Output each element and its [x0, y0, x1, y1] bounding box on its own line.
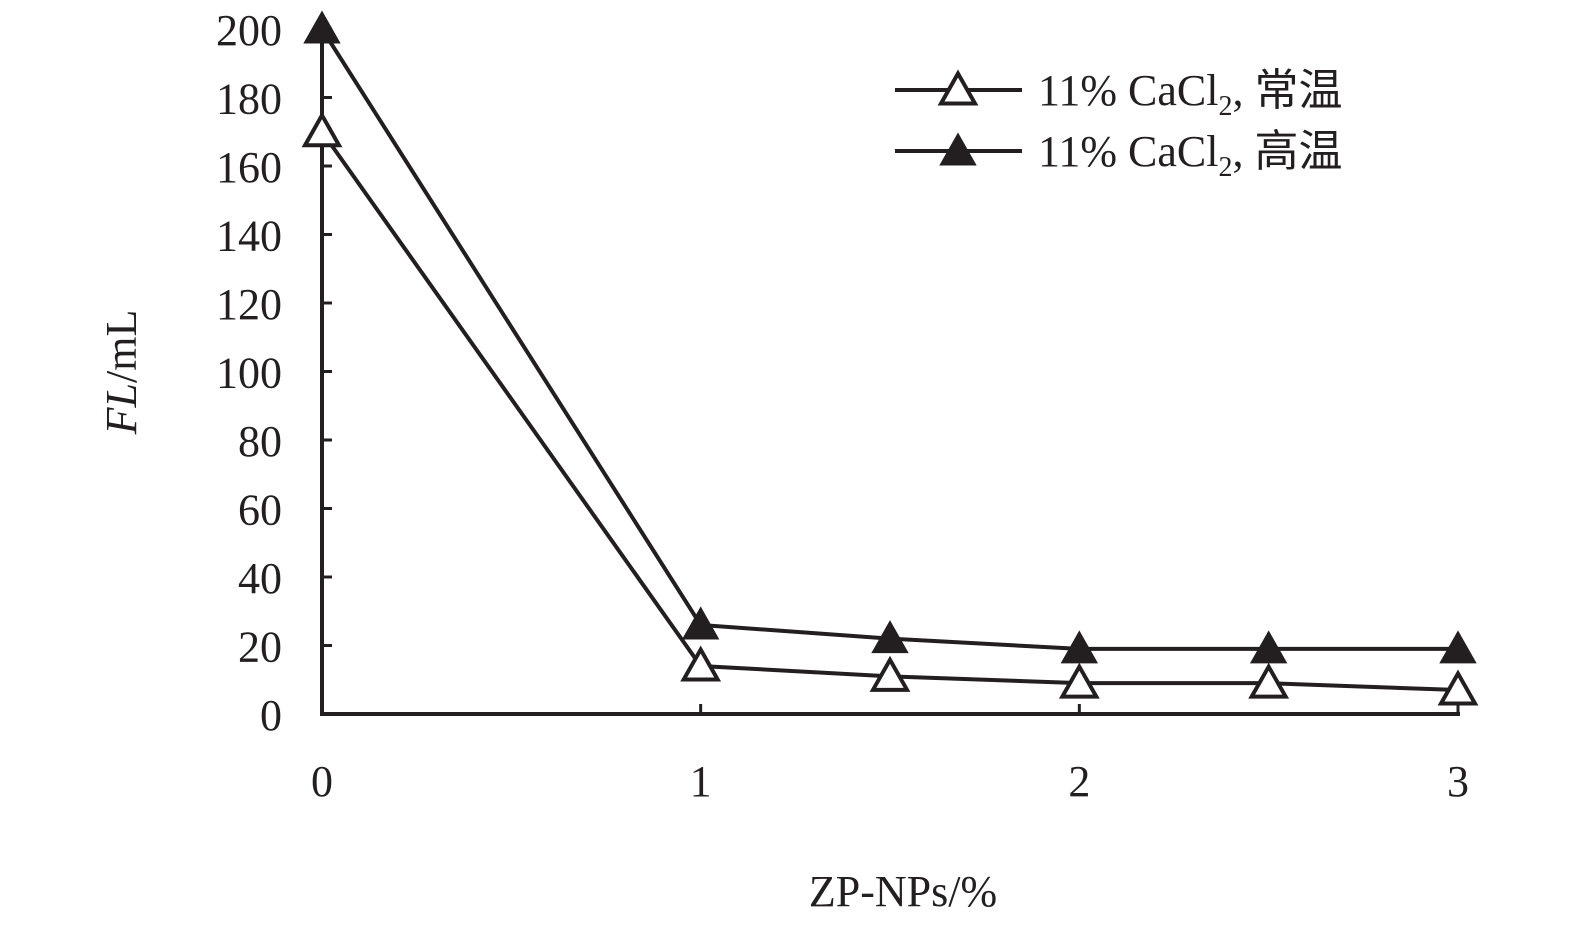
- series-2-line: [320, 27, 1458, 651]
- series-2-point: [303, 10, 341, 44]
- x-tick-label: 1: [690, 757, 712, 806]
- y-axis-title-symbol: FL: [97, 383, 146, 435]
- series-1-point: [680, 645, 722, 682]
- series-2-point: [681, 606, 720, 640]
- series-1-line: [320, 130, 1459, 693]
- legend-marker-1: [937, 69, 979, 106]
- x-tick-label: 2: [1068, 757, 1090, 806]
- series-2-point: [1439, 630, 1477, 664]
- legend-label-subscript: 2: [1218, 152, 1232, 183]
- x-tick-label: 3: [1447, 757, 1469, 806]
- series-1: [301, 111, 1479, 706]
- y-tick-label: 120: [216, 280, 282, 329]
- legend-label-text: 11% CaCl: [1038, 127, 1218, 176]
- series-1-point: [301, 111, 343, 148]
- x-axis-ticks: 0 1 2 3: [311, 704, 1469, 806]
- y-tick-label: 180: [216, 75, 282, 124]
- y-tick-label: 40: [238, 554, 282, 603]
- legend-label-2: 11% CaCl2, 高温: [1038, 127, 1342, 183]
- y-tick-label: 160: [216, 143, 282, 192]
- y-tick-label: 80: [238, 417, 282, 466]
- y-tick-label: 100: [216, 349, 282, 398]
- y-tick-label: 60: [238, 486, 282, 535]
- x-tick-label: 0: [311, 757, 333, 806]
- series-1-point: [869, 655, 911, 692]
- y-tick-label: 140: [216, 212, 282, 261]
- x-axis-title: ZP-NPs/%: [809, 867, 997, 916]
- y-tick-label: 200: [216, 6, 282, 55]
- series-2: [303, 10, 1477, 664]
- series-1-point: [1437, 669, 1479, 706]
- legend-label-text: 11% CaCl: [1038, 66, 1218, 115]
- legend-marker-2: [939, 132, 977, 166]
- y-axis-title-unit: /mL: [97, 310, 146, 383]
- legend-label-text: , 常温: [1232, 66, 1342, 115]
- y-tick-label: 20: [238, 623, 282, 672]
- series-2-point: [1249, 630, 1288, 664]
- series-1-point: [1248, 662, 1290, 699]
- series-1-point: [1058, 662, 1100, 699]
- y-axis-ticks: 0 20 40 60 80 100 120 140 160 180 200: [216, 6, 332, 740]
- y-tick-label: 0: [260, 691, 282, 740]
- y-axis-title: FL/mL: [97, 310, 146, 436]
- legend-label-subscript: 2: [1218, 91, 1232, 122]
- series-layer: [301, 10, 1479, 706]
- legend-label-text: , 高温: [1232, 127, 1342, 176]
- legend-label-1: 11% CaCl2, 常温: [1038, 66, 1342, 122]
- series-2-point: [1060, 630, 1099, 664]
- series-2-point: [871, 620, 909, 654]
